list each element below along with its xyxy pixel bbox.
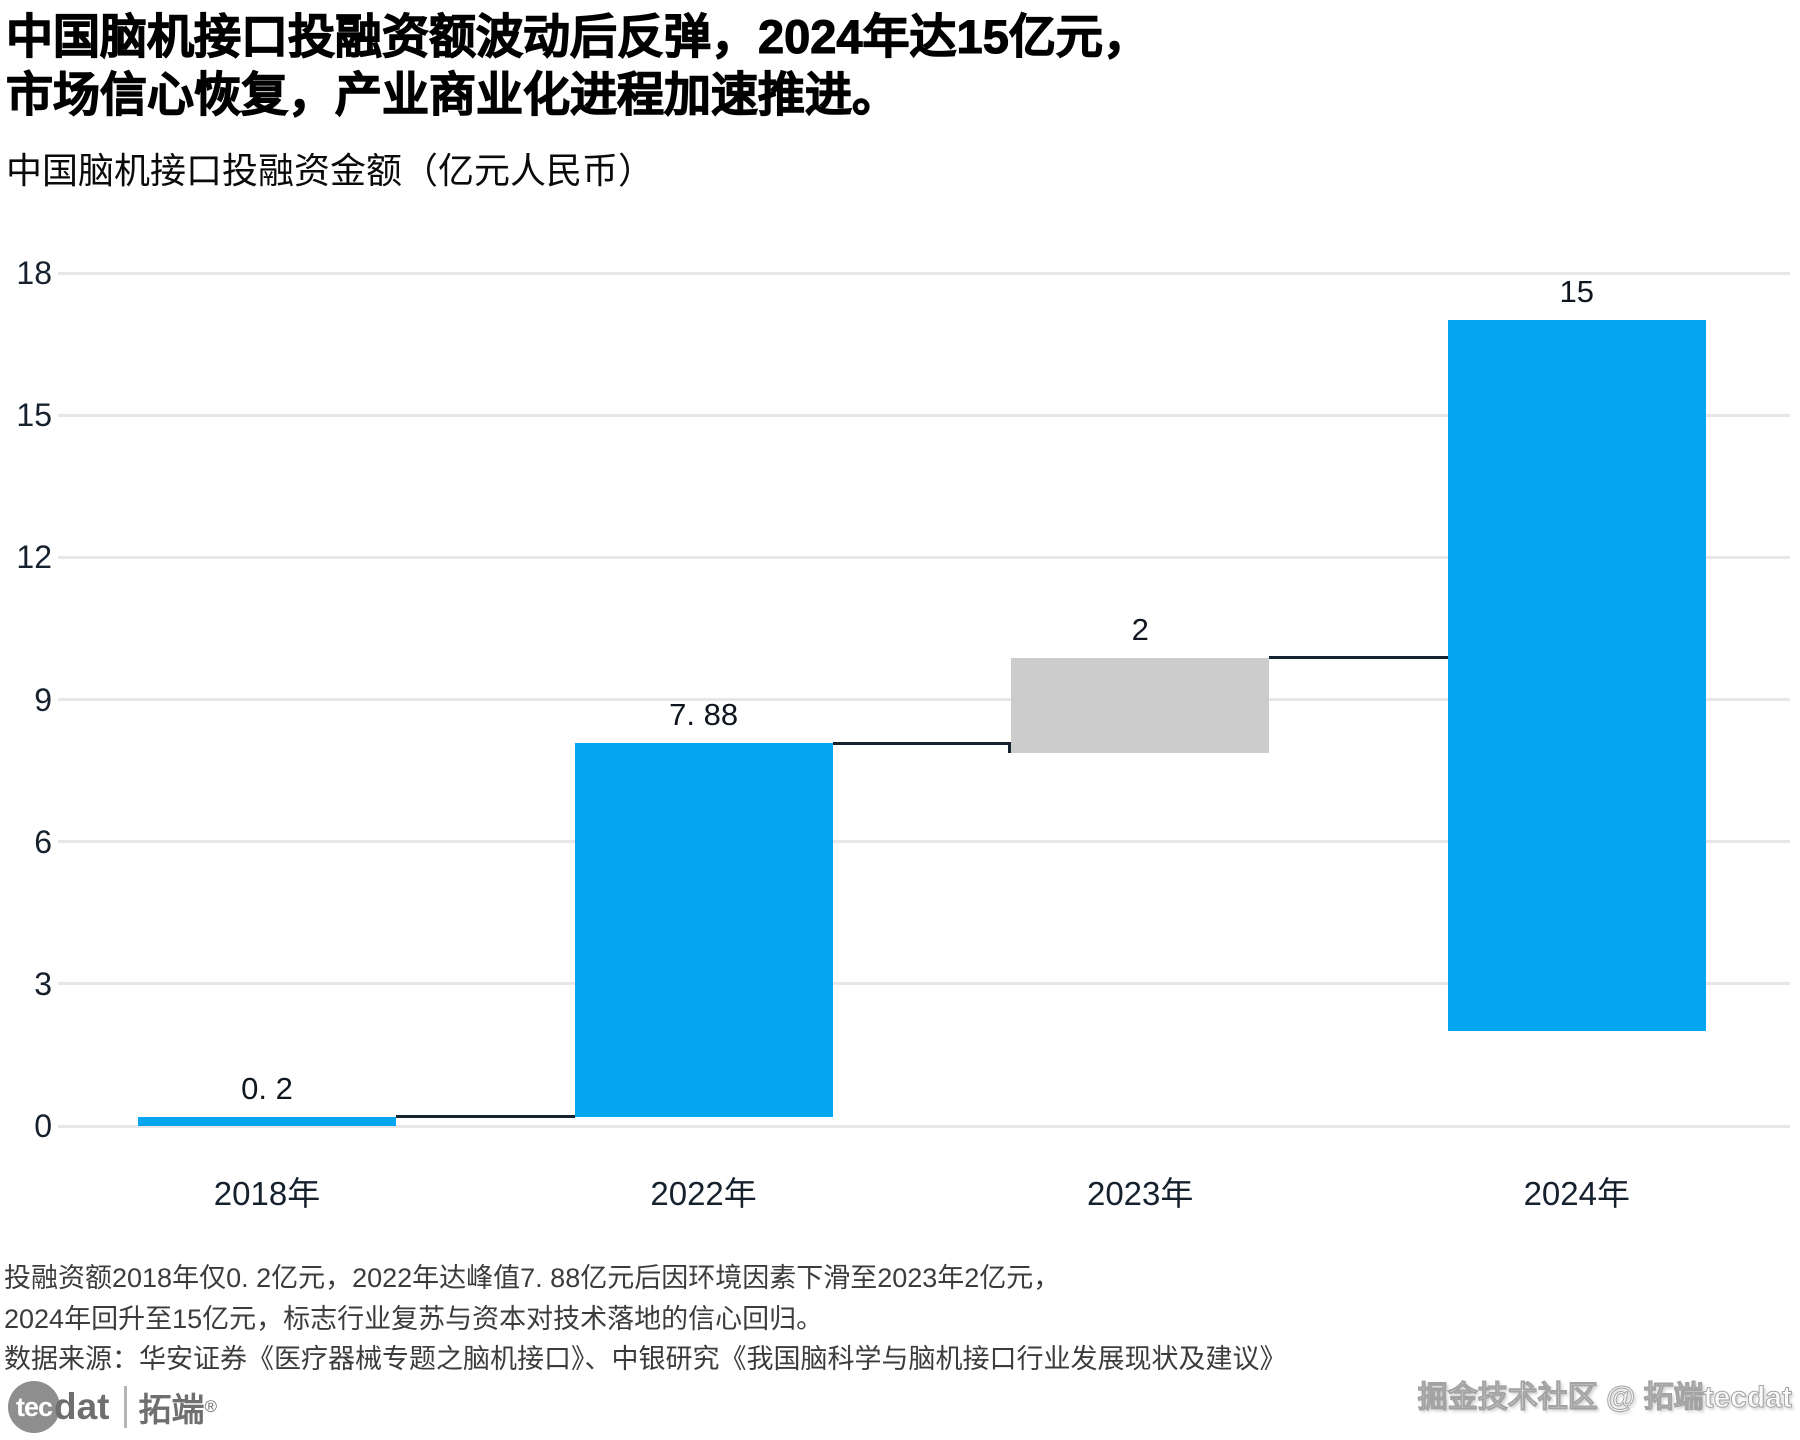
x-axis-label-2023年: 2023年 [1086, 1175, 1194, 1212]
bar-value-label: 7. 88 [669, 697, 739, 733]
y-axis-tick-label: 15 [16, 397, 52, 434]
x-axis-label-2018年: 2018年 [213, 1175, 321, 1212]
bar-value-label: 15 [1559, 274, 1595, 310]
y-axis-tick-label: 3 [34, 965, 52, 1002]
logo-circle-text: tec [15, 1391, 53, 1422]
bar-value-label: 0. 2 [241, 1070, 293, 1106]
y-axis-tick-label: 0 [34, 1108, 52, 1144]
x-axis-label-2022年: 2022年 [650, 1175, 757, 1212]
report-header: 中国脑机接口投融资额波动后反弹，2024年达15亿元， 市场信心恢复，产业商业化… [5, 8, 1150, 194]
logo-dat-text: dat [54, 1386, 110, 1427]
gridline-y12 [58, 555, 1790, 559]
waterfall-connector [396, 1115, 575, 1119]
gridline-y15 [58, 413, 1790, 417]
bar-value-label: 2 [1131, 611, 1149, 647]
tecdat-logo: tec dat 拓端 ® [8, 1380, 217, 1434]
x-axis-label-2024年: 2024年 [1523, 1175, 1630, 1212]
registered-mark: ® [204, 1397, 218, 1416]
bar-2018年 [138, 1116, 396, 1126]
waterfall-connector [1269, 656, 1448, 660]
bar-2023年 [1011, 657, 1270, 753]
gridline-y18 [58, 271, 1790, 275]
bar-2024年 [1447, 320, 1706, 1032]
gridline-y0 [58, 1124, 1790, 1128]
waterfall-connector [832, 741, 1012, 745]
note-line-2: 2024年回升至15亿元，标志行业复苏与资本对技术落地的信心回归。 [4, 1303, 824, 1334]
page-title-line2: 市场信心恢复，产业商业化进程加速推进。 [5, 67, 899, 121]
logo-chinese-text: 拓端 [138, 1391, 205, 1428]
gridline-y6 [58, 840, 1790, 844]
chart-subtitle: 中国脑机接口投融资金额（亿元人民币） [6, 150, 655, 191]
y-axis-tick-label: 6 [34, 823, 52, 860]
gridline-y9 [58, 698, 1790, 701]
y-axis-tick-label: 12 [16, 539, 52, 576]
community-watermark: 掘金技术社区 @ 拓端tecdat [1417, 1381, 1792, 1415]
gridline-y3 [58, 982, 1790, 986]
y-axis-tick-label: 18 [16, 255, 52, 291]
footer-notes: 投融资额2018年仅0. 2亿元，2022年达峰值7. 88亿元后因环境因素下滑… [4, 1258, 1287, 1380]
note-line-1: 投融资额2018年仅0. 2亿元，2022年达峰值7. 88亿元后因环境因素下滑… [4, 1263, 1061, 1293]
bar-2022年 [574, 743, 833, 1117]
tecdat-logo-circle-icon: tec [8, 1381, 60, 1433]
page-title-line1: 中国脑机接口投融资额波动后反弹，2024年达15亿元， [5, 9, 1150, 63]
y-axis-tick-label: 9 [34, 681, 52, 718]
logo-divider [123, 1386, 127, 1428]
data-source-line: 数据来源：华安证券《医疗器械专题之脑机接口》、中银研究《我国脑科学与脑机接口行业… [4, 1344, 1287, 1374]
waterfall-connector-tick [1008, 743, 1012, 753]
